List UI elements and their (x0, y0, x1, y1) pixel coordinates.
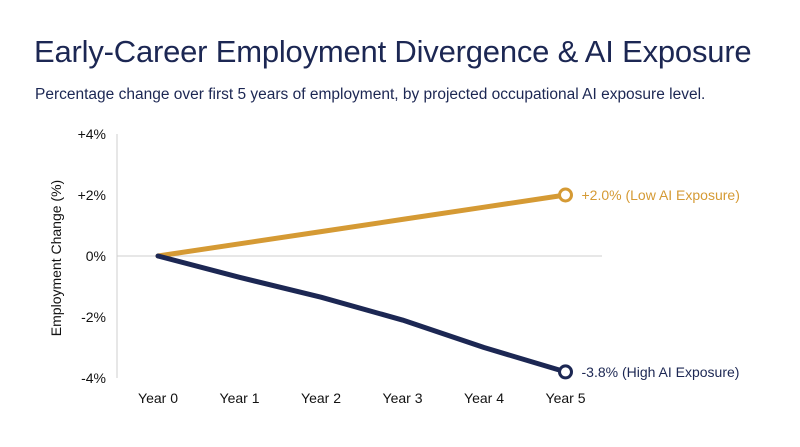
x-tick-label: Year 0 (138, 390, 178, 406)
series-end-marker (558, 187, 573, 203)
x-tick-label: Year 5 (546, 390, 586, 406)
x-tick-label: Year 3 (383, 390, 423, 406)
y-tick-label: 0% (86, 248, 106, 264)
series-end-label: +2.0% (Low AI Exposure) (582, 187, 740, 203)
series-line (155, 192, 568, 259)
chart-subtitle: Percentage change over first 5 years of … (35, 86, 706, 103)
x-tick-label: Year 1 (220, 390, 260, 406)
x-tick-label: Year 2 (301, 390, 341, 406)
y-tick-label: +4% (78, 126, 106, 142)
x-tick-label: Year 4 (464, 390, 504, 406)
y-axis-title: Employment Change (%) (48, 180, 64, 336)
y-tick-label: +2% (78, 187, 106, 203)
series-line (155, 253, 568, 375)
y-tick-label: -2% (81, 309, 106, 325)
series-end-label: -3.8% (High AI Exposure) (582, 364, 740, 380)
chart-title: Early-Career Employment Divergence & AI … (34, 34, 752, 69)
y-tick-label: -4% (81, 370, 106, 386)
series-end-marker (558, 364, 573, 380)
